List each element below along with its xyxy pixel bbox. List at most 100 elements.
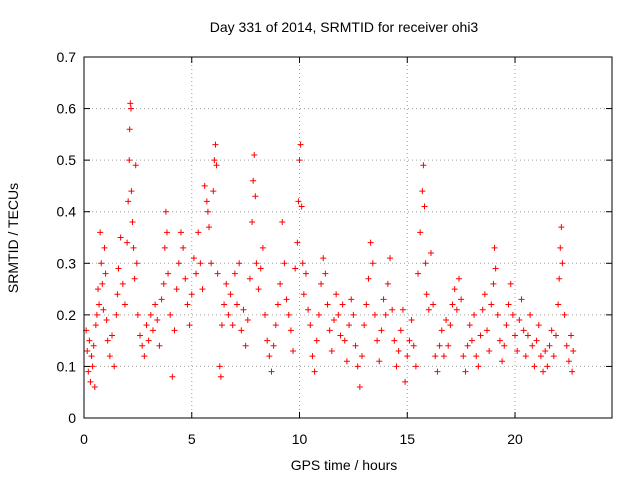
data-point (501, 342, 508, 349)
data-point (422, 260, 429, 267)
data-point (443, 317, 450, 324)
data-point (546, 342, 553, 349)
data-point (569, 368, 576, 375)
plot-frame (83, 56, 613, 419)
data-point (212, 141, 219, 148)
data-point (322, 270, 329, 277)
data-point (427, 249, 434, 256)
data-point (197, 260, 204, 267)
data-point (558, 224, 565, 231)
data-point (568, 332, 575, 339)
data-point (361, 322, 368, 329)
data-point (490, 280, 497, 287)
data-point (348, 296, 355, 303)
data-points (83, 100, 577, 391)
data-point (96, 301, 103, 308)
data-point (408, 317, 415, 324)
data-point (488, 301, 495, 308)
data-point (93, 311, 100, 318)
data-point (188, 291, 195, 298)
data-point (438, 327, 445, 334)
x-axis-label: GPS time / hours (291, 457, 398, 473)
data-point (227, 291, 234, 298)
data-point (524, 332, 531, 339)
data-point (477, 332, 484, 339)
data-point (125, 198, 132, 205)
data-point (113, 311, 120, 318)
data-point (87, 378, 94, 385)
data-point (395, 347, 402, 354)
chart-title: Day 331 of 2014, SRMTID for receiver ohi… (210, 19, 479, 35)
data-point (371, 311, 378, 318)
data-point (292, 265, 299, 272)
data-point (279, 219, 286, 226)
data-point (563, 342, 570, 349)
data-point (430, 301, 437, 308)
data-point (466, 322, 473, 329)
data-point (486, 347, 493, 354)
data-point (300, 291, 307, 298)
data-point (234, 301, 241, 308)
x-tick-label: 20 (507, 431, 523, 447)
data-point (552, 332, 559, 339)
data-point (95, 286, 102, 293)
data-point (556, 275, 563, 282)
data-point (531, 363, 538, 370)
data-point (88, 353, 95, 360)
data-point (302, 270, 309, 277)
data-point (318, 280, 325, 287)
data-point (223, 280, 230, 287)
data-point (529, 342, 536, 349)
data-point (346, 322, 353, 329)
data-point (281, 260, 288, 267)
data-point (175, 260, 182, 267)
data-point (533, 337, 540, 344)
data-point (295, 198, 302, 205)
data-point (109, 332, 116, 339)
data-point (283, 296, 290, 303)
y-tick-label: 0 (68, 410, 76, 426)
data-point (111, 363, 118, 370)
data-point (305, 306, 312, 313)
data-point (376, 358, 383, 365)
y-tick-label: 0.3 (57, 255, 77, 271)
data-point (145, 337, 152, 344)
data-point (169, 373, 176, 380)
data-point (425, 306, 432, 313)
data-point (218, 322, 225, 329)
data-point (471, 311, 478, 318)
data-point (496, 337, 503, 344)
data-point (193, 270, 200, 277)
data-point (326, 327, 333, 334)
data-point (570, 347, 577, 354)
data-point (231, 270, 238, 277)
data-point (257, 265, 264, 272)
data-point (147, 311, 154, 318)
data-point (520, 327, 527, 334)
data-point (214, 270, 221, 277)
data-point (129, 219, 136, 226)
y-tick-labels: 0 0.1 0.2 0.3 0.4 0.5 0.6 0.7 (57, 49, 77, 426)
data-point (397, 327, 404, 334)
data-point (259, 244, 266, 251)
data-point (117, 234, 124, 241)
data-point (315, 311, 322, 318)
data-point (99, 280, 106, 287)
data-point (374, 337, 381, 344)
data-point (128, 188, 135, 195)
data-point (205, 224, 212, 231)
data-point (458, 296, 465, 303)
y-tick-label: 0.5 (57, 152, 77, 168)
data-point (251, 151, 258, 158)
data-point (542, 347, 549, 354)
data-point (173, 286, 180, 293)
data-point (335, 311, 342, 318)
data-point (137, 332, 144, 339)
data-point (299, 260, 306, 267)
data-point (165, 270, 172, 277)
data-point (311, 368, 318, 375)
data-point (389, 306, 396, 313)
data-point (492, 265, 499, 272)
data-point (412, 363, 419, 370)
